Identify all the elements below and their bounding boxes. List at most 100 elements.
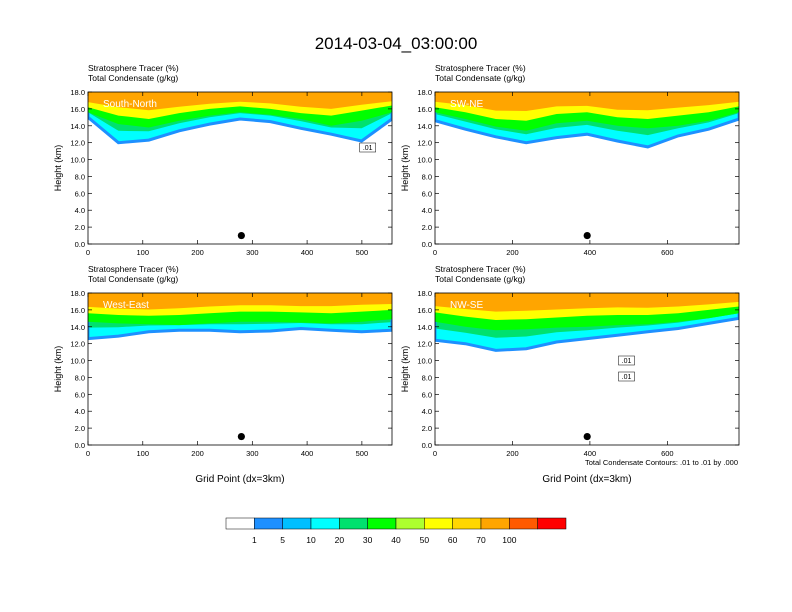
y-tick-label: 0.0 <box>75 240 85 249</box>
y-tick-label: 8.0 <box>422 172 432 181</box>
y-tick-label: 2.0 <box>75 223 85 232</box>
panel-title-tracer: Stratosphere Tracer (%) <box>88 264 179 274</box>
colorbar-label: 50 <box>420 535 430 545</box>
y-tick-label: 14.0 <box>70 122 85 131</box>
panel-title-tracer: Stratosphere Tracer (%) <box>88 63 179 73</box>
colorbar-swatch <box>537 517 567 530</box>
tracer-band-blue <box>435 92 739 149</box>
x-tick-label: 400 <box>584 449 597 458</box>
y-tick-label: 0.0 <box>75 441 85 450</box>
x-axis-label: Grid Point (dx=3km) <box>195 474 284 485</box>
tracer-band-blue <box>88 293 392 341</box>
x-tick-label: 500 <box>356 449 369 458</box>
plot-area <box>88 293 392 441</box>
cross-section-label: SW-NE <box>450 99 483 110</box>
colorbar-label: 5 <box>280 535 285 545</box>
y-tick-label: 12.0 <box>417 139 432 148</box>
contour-label: .01 <box>618 371 635 382</box>
tracer-band-orange <box>88 293 392 310</box>
y-tick-label: 10.0 <box>70 156 85 165</box>
colorbar: 1 5 10 20 30 40 50 60 70 100 <box>225 517 567 545</box>
y-axis-label: Height (km) <box>400 346 410 393</box>
y-tick-label: 6.0 <box>422 189 432 198</box>
y-tick-label: 16.0 <box>70 105 85 114</box>
x-tick-label: 200 <box>191 248 204 257</box>
y-tick-label: 4.0 <box>422 407 432 416</box>
location-marker <box>237 432 245 441</box>
colorbar-swatch <box>282 517 312 530</box>
panel-sw-ne: Stratosphere Tracer (%)Total Condensate … <box>400 63 740 257</box>
tracer-band-orange <box>435 92 739 111</box>
contour-label-text: .01 <box>363 145 373 152</box>
y-tick-label: 6.0 <box>75 189 85 198</box>
panel-title-tracer: Stratosphere Tracer (%) <box>435 63 526 73</box>
x-tick-label: 500 <box>356 248 369 257</box>
x-tick-label: 100 <box>137 449 150 458</box>
x-tick-label: 400 <box>584 248 597 257</box>
colorbar-label: 100 <box>502 535 516 545</box>
colorbar-swatch <box>395 517 425 530</box>
x-tick-label: 300 <box>246 248 259 257</box>
location-marker <box>237 231 245 240</box>
y-tick-label: 12.0 <box>70 139 85 148</box>
y-tick-label: 16.0 <box>417 306 432 315</box>
y-tick-label: 0.0 <box>422 441 432 450</box>
y-tick-label: 12.0 <box>417 340 432 349</box>
x-tick-label: 0 <box>86 449 90 458</box>
plot-frame <box>434 91 740 245</box>
contour-label-text: .01 <box>622 358 632 365</box>
y-tick-label: 8.0 <box>75 373 85 382</box>
x-tick-label: 300 <box>246 449 259 458</box>
y-axis-label: Height (km) <box>53 145 63 192</box>
colorbar-label: 1 <box>252 535 257 545</box>
cross-section-label: South-North <box>103 99 157 110</box>
tracer-band-orange <box>88 92 392 111</box>
y-tick-label: 16.0 <box>70 306 85 315</box>
colorbar-swatch <box>509 517 538 530</box>
colorbar-label: 30 <box>363 535 373 545</box>
colorbar-swatch <box>339 517 368 530</box>
contour-label: .01 <box>618 355 635 366</box>
cross-section-label: West-East <box>103 300 149 311</box>
y-tick-label: 6.0 <box>422 390 432 399</box>
panel-title-tracer: Stratosphere Tracer (%) <box>435 264 526 274</box>
y-tick-label: 18.0 <box>417 289 432 298</box>
panel-nw-se: Stratosphere Tracer (%) Total Condensate … <box>400 264 740 485</box>
y-tick-label: 6.0 <box>75 390 85 399</box>
colorbar-swatch <box>254 517 283 530</box>
x-tick-label: 200 <box>506 248 519 257</box>
plot-frame <box>87 292 393 446</box>
y-tick-label: 8.0 <box>422 373 432 382</box>
y-tick-label: 2.0 <box>422 424 432 433</box>
y-axis-label: Height (km) <box>53 346 63 393</box>
x-tick-label: 400 <box>301 248 314 257</box>
y-tick-label: 8.0 <box>75 172 85 181</box>
contour-note: Total Condensate Contours: .01 to .01 by… <box>585 458 738 467</box>
colorbar-swatch <box>367 517 397 530</box>
y-tick-label: 18.0 <box>417 88 432 97</box>
y-tick-label: 10.0 <box>417 357 432 366</box>
y-tick-label: 18.0 <box>70 88 85 97</box>
plot-area <box>435 293 739 441</box>
x-tick-label: 0 <box>86 248 90 257</box>
tracer-band-blue <box>435 293 739 352</box>
panel-south-north: Stratosphere Tracer (%)Total Condensate … <box>53 63 393 257</box>
y-tick-label: 2.0 <box>422 223 432 232</box>
figure-title: 2014-03-04_03:00:00 <box>315 34 478 53</box>
y-tick-label: 14.0 <box>417 122 432 131</box>
plot-frame <box>434 292 740 446</box>
plot-area <box>88 92 392 240</box>
y-tick-label: 10.0 <box>70 357 85 366</box>
y-tick-label: 16.0 <box>417 105 432 114</box>
colorbar-swatch <box>452 517 482 530</box>
colorbar-label: 20 <box>335 535 345 545</box>
location-marker <box>583 432 591 441</box>
y-tick-label: 4.0 <box>75 206 85 215</box>
x-tick-label: 200 <box>506 449 519 458</box>
x-axis-label: Grid Point (dx=3km) <box>542 474 631 485</box>
y-axis-label: Height (km) <box>400 145 410 192</box>
x-tick-label: 200 <box>191 449 204 458</box>
plot-area <box>435 92 739 240</box>
y-tick-label: 14.0 <box>417 323 432 332</box>
